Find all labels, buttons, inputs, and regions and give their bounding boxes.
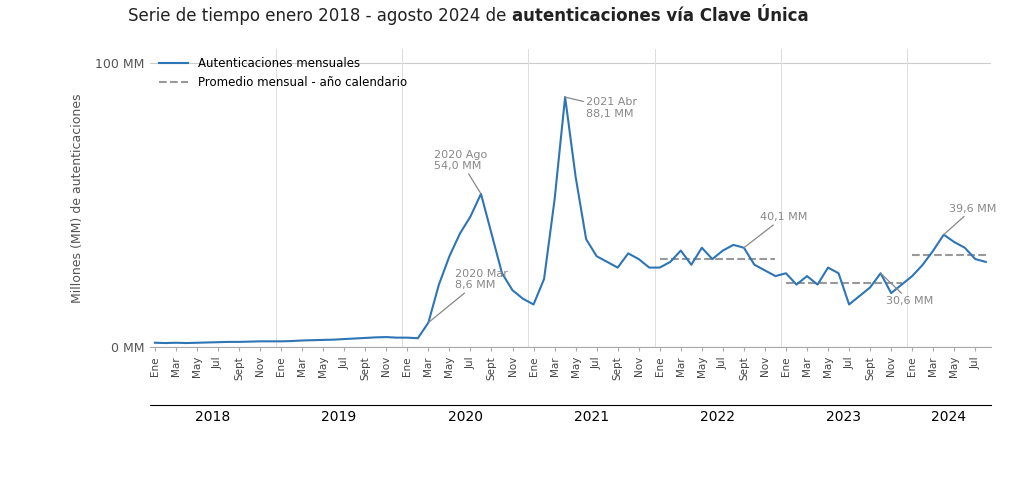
Text: Serie de tiempo enero 2018 - agosto 2024 de: Serie de tiempo enero 2018 - agosto 2024…: [128, 7, 512, 25]
Text: 2020 Ago
54,0 MM: 2020 Ago 54,0 MM: [433, 149, 486, 194]
Text: autenticaciones vía Clave Única: autenticaciones vía Clave Única: [512, 7, 809, 25]
Text: 40,1 MM: 40,1 MM: [743, 212, 807, 248]
Legend: Autenticaciones mensuales, Promedio mensual - año calendario: Autenticaciones mensuales, Promedio mens…: [154, 52, 412, 94]
Text: 30,6 MM: 30,6 MM: [881, 273, 933, 306]
Text: 39,6 MM: 39,6 MM: [944, 203, 996, 235]
Y-axis label: Millones (MM) de autenticaciones: Millones (MM) de autenticaciones: [72, 93, 84, 303]
Text: 2021 Abr
88,1 MM: 2021 Abr 88,1 MM: [565, 97, 637, 119]
Text: 2020 Mar
8,6 MM: 2020 Mar 8,6 MM: [428, 269, 508, 323]
